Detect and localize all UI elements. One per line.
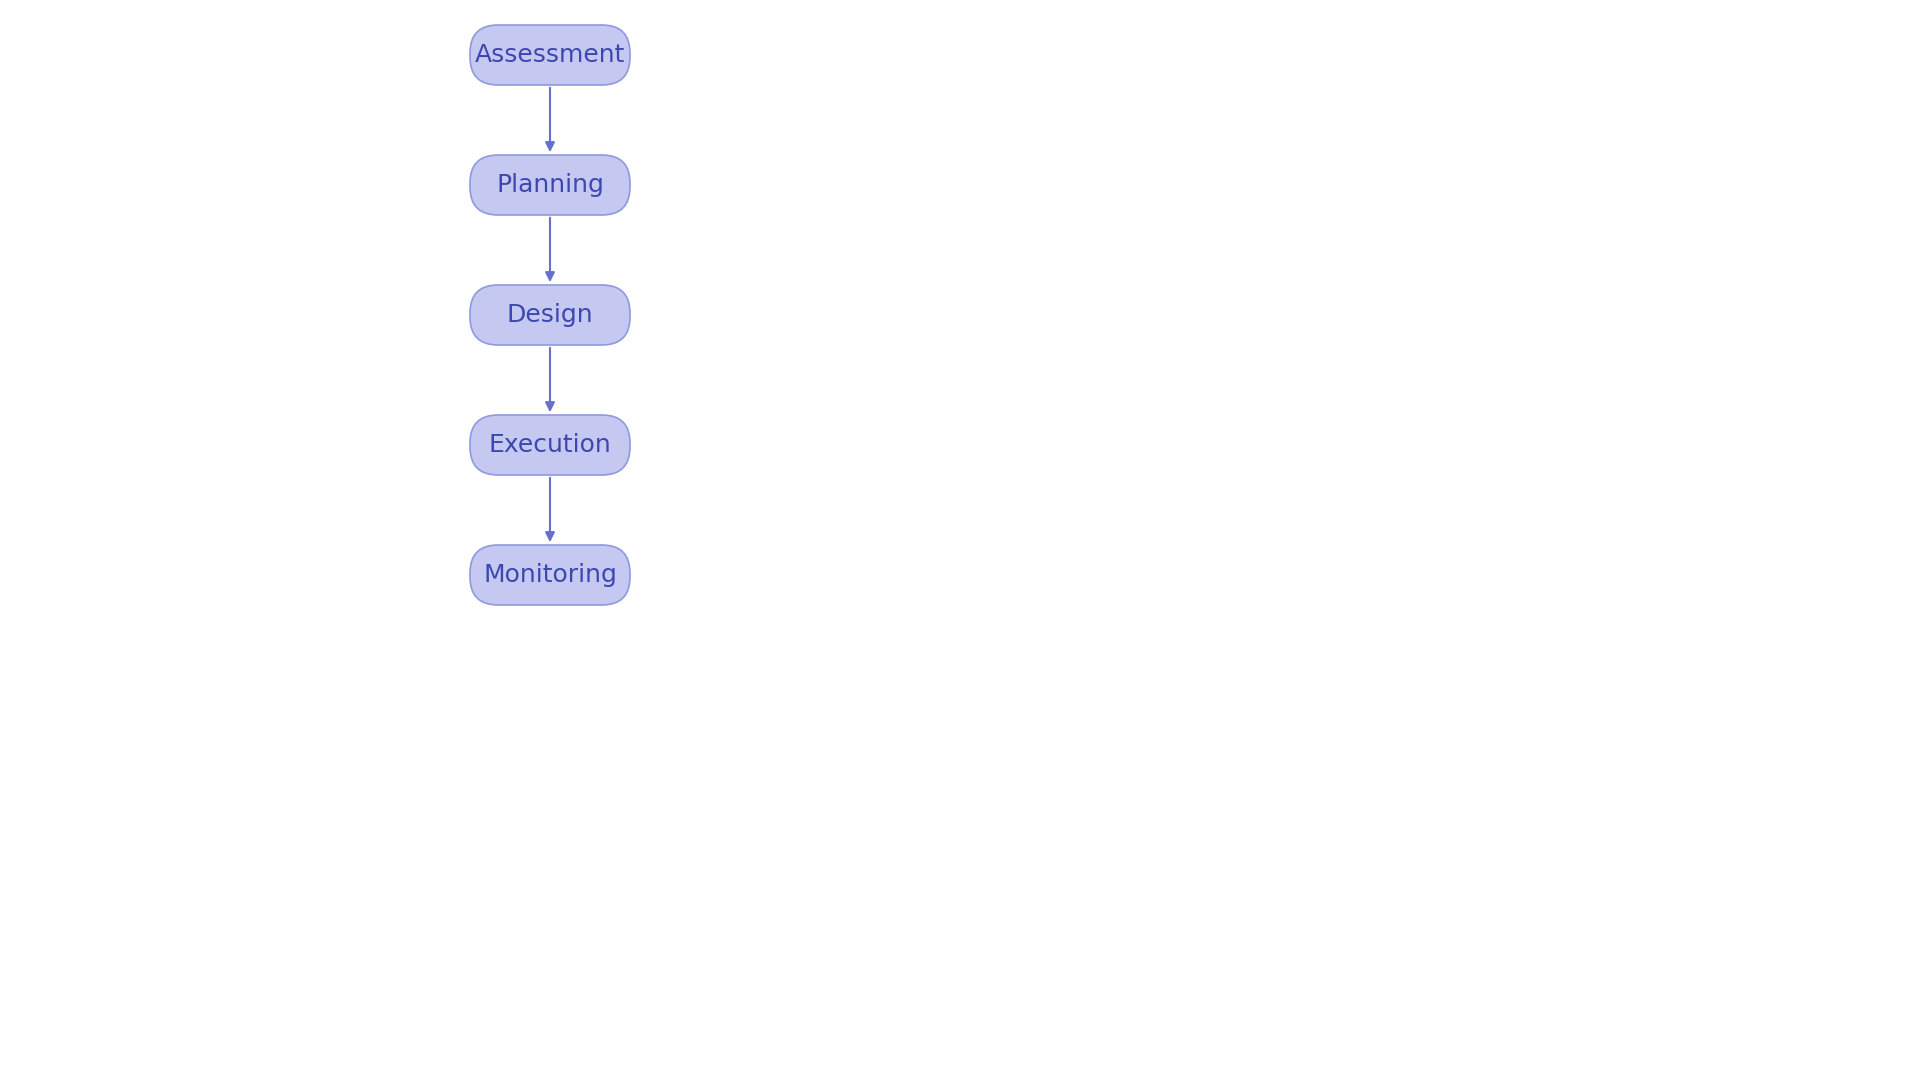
Text: Assessment: Assessment: [474, 43, 626, 67]
FancyBboxPatch shape: [470, 285, 630, 345]
Text: Design: Design: [507, 303, 593, 327]
FancyBboxPatch shape: [470, 415, 630, 475]
FancyBboxPatch shape: [470, 25, 630, 84]
Text: Monitoring: Monitoring: [484, 563, 616, 587]
FancyBboxPatch shape: [470, 155, 630, 216]
FancyBboxPatch shape: [470, 545, 630, 605]
Text: Planning: Planning: [495, 173, 605, 197]
Text: Execution: Execution: [488, 433, 611, 457]
